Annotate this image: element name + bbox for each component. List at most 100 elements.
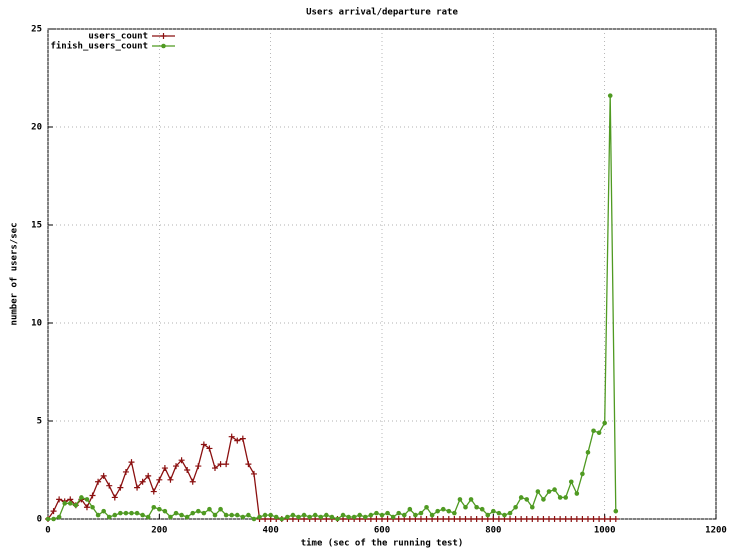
point xyxy=(223,512,229,518)
point xyxy=(139,478,146,485)
point xyxy=(223,461,230,468)
point xyxy=(541,497,546,502)
point xyxy=(468,516,475,522)
point xyxy=(468,497,474,502)
point xyxy=(95,478,102,485)
point xyxy=(490,516,497,522)
point xyxy=(562,516,569,522)
point xyxy=(129,510,134,516)
point xyxy=(395,516,402,522)
point xyxy=(563,495,568,500)
point xyxy=(134,484,141,491)
point xyxy=(312,512,318,518)
point xyxy=(262,512,268,518)
point xyxy=(607,93,613,98)
point xyxy=(585,450,591,455)
point xyxy=(363,514,368,520)
point xyxy=(446,508,452,514)
point xyxy=(239,435,246,442)
point xyxy=(346,514,351,520)
point xyxy=(573,516,580,522)
point xyxy=(552,487,557,492)
point xyxy=(200,441,207,448)
point xyxy=(84,497,90,502)
point xyxy=(73,502,79,508)
point xyxy=(307,514,312,520)
point xyxy=(546,516,552,522)
point xyxy=(530,504,535,510)
point xyxy=(167,476,174,483)
point xyxy=(418,510,424,516)
point xyxy=(507,516,514,522)
point xyxy=(518,495,524,500)
point xyxy=(406,516,413,522)
point xyxy=(245,461,252,468)
point xyxy=(156,476,163,483)
point xyxy=(557,516,564,522)
point xyxy=(301,512,307,518)
point xyxy=(373,516,380,522)
point xyxy=(591,428,596,434)
point xyxy=(196,508,201,514)
point xyxy=(279,516,285,522)
point xyxy=(145,472,152,479)
point xyxy=(51,516,56,522)
point xyxy=(385,510,390,516)
point xyxy=(106,514,112,520)
point xyxy=(479,506,485,512)
point xyxy=(379,512,385,518)
point xyxy=(596,516,603,522)
y-tick-label: 15 xyxy=(31,221,42,231)
point xyxy=(579,516,586,522)
point xyxy=(296,514,301,520)
point xyxy=(329,514,335,520)
point xyxy=(457,497,463,502)
point xyxy=(491,508,496,514)
point xyxy=(273,514,279,520)
point xyxy=(357,512,363,518)
point xyxy=(162,508,168,514)
point xyxy=(157,506,162,512)
x-tick-label: 800 xyxy=(485,526,501,536)
point xyxy=(212,465,218,472)
point xyxy=(228,433,235,440)
point xyxy=(218,506,223,512)
point xyxy=(401,512,407,518)
point xyxy=(534,516,541,522)
point xyxy=(117,484,124,491)
point xyxy=(140,512,145,518)
x-axis-label: time (sec of the running test) xyxy=(301,538,464,549)
point xyxy=(535,489,541,494)
point xyxy=(513,504,518,510)
point xyxy=(557,495,563,500)
point xyxy=(423,516,430,522)
point xyxy=(62,501,67,506)
point xyxy=(151,504,157,510)
point xyxy=(106,482,113,489)
point xyxy=(178,457,185,464)
point xyxy=(90,504,95,510)
point xyxy=(118,510,123,516)
point xyxy=(206,445,213,452)
y-tick-label: 25 xyxy=(31,25,42,35)
point xyxy=(413,512,418,518)
point xyxy=(440,506,446,512)
point xyxy=(161,465,168,472)
point xyxy=(546,489,552,494)
point xyxy=(485,512,491,518)
x-tick-label: 200 xyxy=(151,526,167,536)
point xyxy=(417,516,424,522)
point xyxy=(351,514,357,520)
point xyxy=(189,478,196,485)
point xyxy=(173,463,180,470)
point xyxy=(507,510,513,516)
point xyxy=(89,492,96,499)
point xyxy=(101,508,106,514)
y-tick-label: 20 xyxy=(31,123,42,133)
point xyxy=(440,516,447,522)
point xyxy=(602,420,607,426)
point xyxy=(179,512,184,518)
point xyxy=(240,514,246,520)
point xyxy=(551,516,558,522)
